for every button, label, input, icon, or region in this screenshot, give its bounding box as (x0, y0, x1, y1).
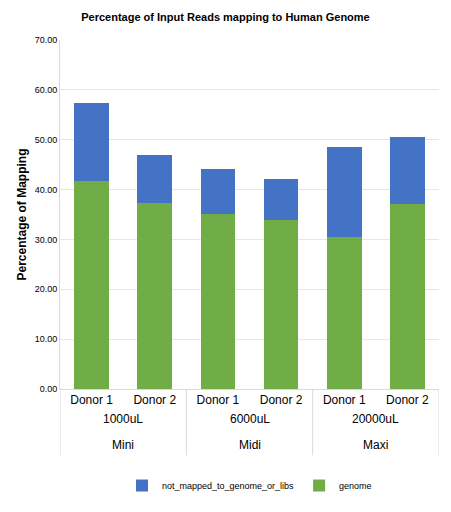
svg-text:Midi: Midi (239, 438, 261, 452)
svg-text:1000uL: 1000uL (103, 412, 143, 426)
svg-text:0.00: 0.00 (40, 384, 58, 394)
svg-text:10.00: 10.00 (35, 334, 58, 344)
svg-text:20.00: 20.00 (35, 284, 58, 294)
svg-text:Donor 2: Donor 2 (260, 393, 303, 407)
svg-text:50.00: 50.00 (35, 135, 58, 145)
svg-text:Donor 2: Donor 2 (133, 393, 176, 407)
svg-text:6000uL: 6000uL (230, 412, 270, 426)
svg-text:20000uL: 20000uL (352, 412, 399, 426)
svg-text:Donor 1: Donor 1 (70, 393, 113, 407)
svg-text:Percentage of Input Reads mapp: Percentage of Input Reads mapping to Hum… (81, 11, 369, 23)
svg-text:Donor 1: Donor 1 (323, 393, 366, 407)
svg-text:Donor 1: Donor 1 (197, 393, 240, 407)
svg-text:40.00: 40.00 (35, 185, 58, 195)
svg-text:Percentage of Mapping: Percentage of Mapping (15, 148, 29, 280)
svg-text:30.00: 30.00 (35, 235, 58, 245)
svg-text:Maxi: Maxi (363, 438, 388, 452)
svg-text:not_mapped_to_genome_or_libs: not_mapped_to_genome_or_libs (162, 481, 294, 491)
svg-text:Donor 2: Donor 2 (386, 393, 429, 407)
svg-text:genome: genome (339, 481, 372, 491)
svg-text:Mini: Mini (112, 438, 134, 452)
svg-text:70.00: 70.00 (35, 35, 58, 45)
svg-text:60.00: 60.00 (35, 85, 58, 95)
